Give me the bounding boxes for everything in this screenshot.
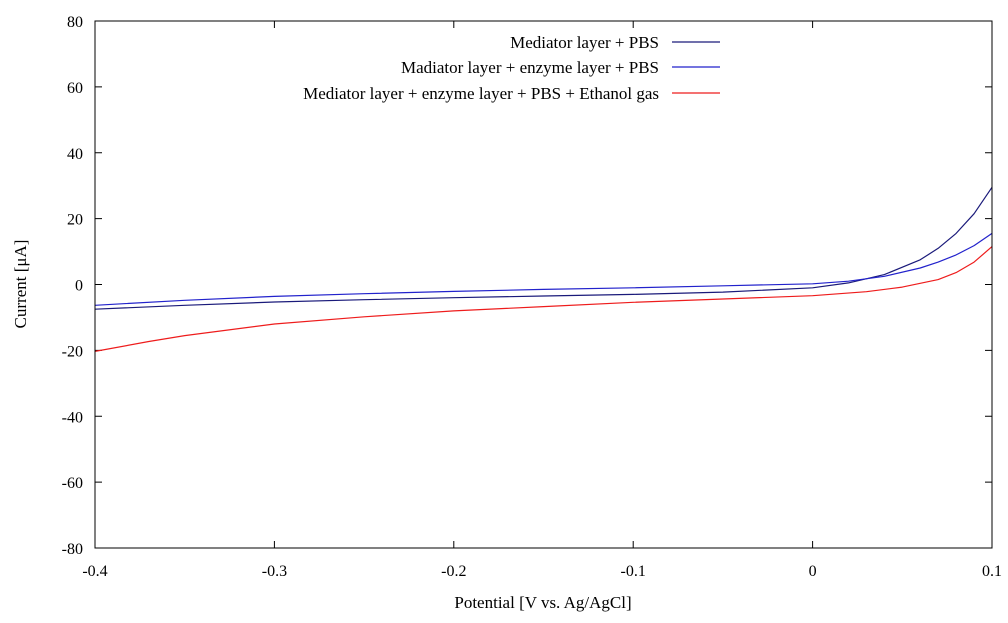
x-axis-label: Potential [V vs. Ag/AgCl] xyxy=(454,593,631,612)
y-tick-label: -40 xyxy=(62,409,83,426)
x-tick-label: 0.1 xyxy=(982,563,1002,580)
plot-frame xyxy=(94,20,993,549)
series-layer xyxy=(94,186,993,352)
x-tick-label: -0.3 xyxy=(262,563,287,580)
series-line-3 xyxy=(94,246,993,352)
y-axis-label: Current [μA] xyxy=(11,240,30,329)
y-tick-label: 60 xyxy=(67,80,83,97)
series-line-1 xyxy=(94,186,993,310)
ticks-layer: -0.4 -0.3 -0.2 -0.1 0 0.1 -80 -60 -40 -20 0 20 40 60 8… xyxy=(62,14,1002,580)
y-tick-label: 40 xyxy=(67,146,83,163)
x-tick-label: 0 xyxy=(809,563,817,580)
y-tick-label: -60 xyxy=(62,475,83,492)
y-tick-label: 20 xyxy=(67,212,83,229)
y-tick-label: 0 xyxy=(75,278,83,295)
y-tick-label: -80 xyxy=(62,541,83,558)
x-tick-label: -0.1 xyxy=(621,563,646,580)
x-tick-label: -0.4 xyxy=(82,563,107,580)
y-tick-label: 80 xyxy=(67,14,83,31)
legend-label-2: Madiator layer + enzyme layer + PBS xyxy=(401,58,659,77)
y-tick-label: -20 xyxy=(62,343,83,360)
legend-label-1: Mediator layer + PBS xyxy=(510,33,659,52)
series-line-2 xyxy=(94,232,993,306)
legend: Mediator layer + PBS Madiator layer + enz… xyxy=(303,33,720,103)
legend-label-3: Mediator layer + enzyme layer + PBS + Et… xyxy=(303,84,659,103)
x-tick-label: -0.2 xyxy=(441,563,466,580)
